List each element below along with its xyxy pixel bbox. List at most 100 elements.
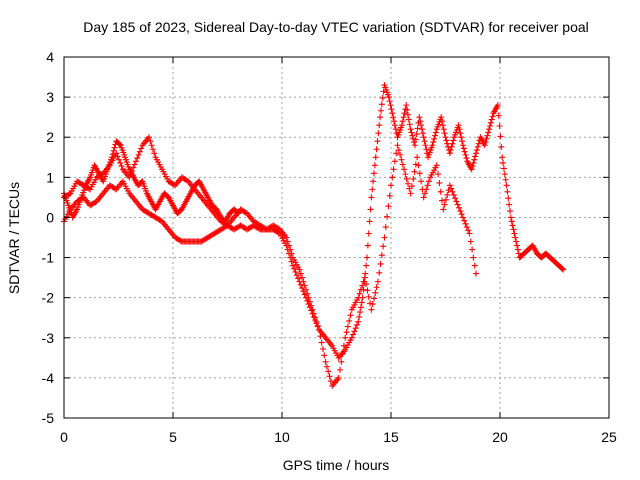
- data-point: [149, 146, 156, 153]
- data-point: [297, 281, 304, 288]
- data-point: [456, 126, 463, 133]
- x-tick-label: 25: [601, 429, 617, 445]
- data-point: [469, 246, 476, 253]
- data-point: [412, 161, 419, 168]
- data-point: [407, 190, 414, 197]
- data-point: [441, 201, 448, 208]
- data-point: [421, 138, 428, 145]
- data-point: [447, 147, 454, 154]
- y-tick-labels: -5 -4 -3 -2 -1 0 1 2 3 4: [42, 49, 55, 426]
- data-point: [377, 114, 384, 121]
- data-point: [398, 122, 405, 129]
- data-point: [289, 262, 296, 269]
- data-point: [416, 170, 423, 177]
- data-point: [469, 163, 476, 170]
- data-point: [511, 230, 518, 237]
- data-point: [373, 284, 380, 291]
- data-point: [378, 252, 385, 259]
- data-point: [463, 224, 470, 231]
- data-point: [403, 102, 410, 109]
- data-point: [304, 297, 311, 304]
- data-point: [500, 165, 507, 172]
- data-point: [310, 310, 317, 317]
- data-point: [446, 182, 453, 189]
- data-point: [118, 163, 125, 170]
- data-point: [459, 214, 466, 221]
- data-point: [368, 194, 375, 201]
- data-point: [414, 125, 421, 132]
- x-tick-label: 15: [383, 429, 399, 445]
- data-point: [433, 162, 440, 169]
- data-point: [114, 153, 121, 160]
- data-point: [403, 175, 410, 182]
- data-point: [135, 151, 142, 158]
- data-point: [442, 196, 449, 203]
- data-point: [387, 102, 394, 109]
- data-point: [416, 114, 423, 121]
- data-point: [385, 203, 392, 210]
- data-point: [457, 208, 464, 215]
- data-point: [423, 186, 430, 193]
- data-point: [316, 326, 323, 333]
- y-tick-label: 3: [46, 89, 54, 105]
- data-point: [486, 122, 493, 129]
- data-point: [414, 154, 421, 161]
- data-point: [409, 132, 416, 139]
- data-point: [459, 142, 466, 149]
- data-point: [351, 328, 358, 335]
- data-point: [388, 106, 395, 113]
- data-point: [431, 135, 438, 142]
- data-point: [283, 234, 290, 241]
- data-point: [465, 227, 472, 234]
- data-point: [460, 145, 467, 152]
- data-point: [342, 334, 349, 341]
- data-point: [392, 126, 399, 133]
- data-point: [413, 131, 420, 138]
- data-point: [363, 281, 370, 288]
- data-point: [448, 143, 455, 150]
- data-point: [496, 122, 503, 129]
- data-point: [410, 135, 417, 142]
- data-point: [444, 191, 451, 198]
- data-point: [379, 94, 386, 101]
- data-point: [370, 295, 377, 302]
- data-point: [343, 329, 350, 336]
- data-point: [408, 129, 415, 136]
- y-tick-label: 2: [46, 129, 54, 145]
- data-point: [350, 331, 357, 338]
- data-point: [234, 209, 241, 216]
- data-point: [376, 122, 383, 129]
- data-point: [296, 266, 303, 273]
- data-point: [509, 222, 516, 229]
- data-point: [458, 134, 465, 141]
- data-point: [297, 270, 304, 277]
- data-point: [134, 155, 141, 162]
- data-point: [318, 339, 325, 346]
- data-point: [370, 178, 377, 185]
- data-point: [560, 266, 567, 273]
- data-point: [500, 159, 507, 166]
- data-point: [255, 225, 262, 232]
- data-point: [435, 171, 442, 178]
- y-axis-label: SDTVAR / TECUs: [6, 182, 22, 294]
- data-point: [508, 218, 515, 225]
- data-point: [462, 220, 469, 227]
- data-point: [285, 242, 292, 249]
- data-point: [391, 122, 398, 129]
- data-point: [377, 107, 384, 114]
- data-point: [420, 194, 427, 201]
- data-point: [370, 170, 377, 177]
- data-point: [488, 116, 495, 123]
- data-point: [514, 242, 521, 249]
- data-point: [177, 237, 184, 244]
- data-point: [377, 260, 384, 267]
- data-point: [390, 114, 397, 121]
- data-point: [340, 342, 347, 349]
- data-point: [131, 161, 138, 168]
- data-point: [353, 321, 360, 328]
- data-point: [305, 294, 312, 301]
- data-point: [393, 150, 400, 157]
- x-axis-label: GPS time / hours: [283, 457, 390, 473]
- data-point: [471, 156, 478, 163]
